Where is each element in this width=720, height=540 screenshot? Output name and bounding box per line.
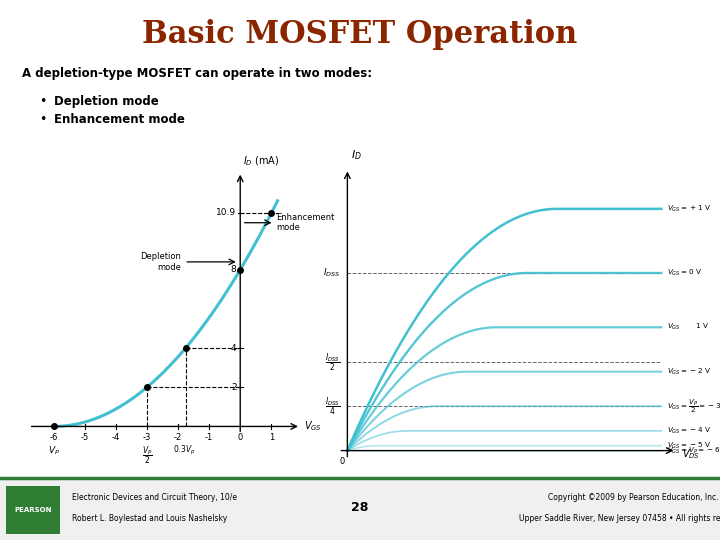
Text: A depletion-type MOSFET can operate in two modes:: A depletion-type MOSFET can operate in t… xyxy=(22,68,372,80)
Text: $V_{GS} = -5\ \rm{V}$: $V_{GS} = -5\ \rm{V}$ xyxy=(667,441,711,451)
Text: Upper Saddle River, New Jersey 07458 • All rights reserved.: Upper Saddle River, New Jersey 07458 • A… xyxy=(518,514,720,523)
Text: 4: 4 xyxy=(231,343,236,353)
Text: $\dfrac{V_P}{2}$: $\dfrac{V_P}{2}$ xyxy=(142,444,153,466)
Text: -1: -1 xyxy=(205,433,213,442)
Text: $I_D$ (mA): $I_D$ (mA) xyxy=(243,154,279,168)
Text: •: • xyxy=(40,113,47,126)
Text: Enhancement mode: Enhancement mode xyxy=(54,113,185,126)
Text: Basic MOSFET Operation: Basic MOSFET Operation xyxy=(143,19,577,50)
Text: 10.9: 10.9 xyxy=(217,208,236,218)
Text: $V_{GS} = V_P = -6\ \rm{V}$: $V_{GS} = V_P = -6\ \rm{V}$ xyxy=(667,446,720,456)
Text: $\dfrac{I_{DSS}}{2}$: $\dfrac{I_{DSS}}{2}$ xyxy=(325,351,340,373)
Text: $V_{GS} = -4\ \rm{V}$: $V_{GS} = -4\ \rm{V}$ xyxy=(667,426,711,436)
Text: Depletion mode: Depletion mode xyxy=(54,94,158,107)
Text: $V_{DS}$: $V_{DS}$ xyxy=(683,447,701,461)
Text: $0.3V_p$: $0.3V_p$ xyxy=(173,444,196,457)
Text: -4: -4 xyxy=(112,433,120,442)
Text: -5: -5 xyxy=(81,433,89,442)
Text: Robert L. Boylestad and Louis Nashelsky: Robert L. Boylestad and Louis Nashelsky xyxy=(72,514,228,523)
Text: $V_{GS} = 0\ \rm{V}$: $V_{GS} = 0\ \rm{V}$ xyxy=(667,268,703,278)
Text: 0: 0 xyxy=(238,433,243,442)
Text: 0: 0 xyxy=(339,457,344,466)
Text: -6: -6 xyxy=(50,433,58,442)
Text: 2: 2 xyxy=(231,383,236,391)
Text: $V_{GS} = -2\ \rm{V}$: $V_{GS} = -2\ \rm{V}$ xyxy=(667,367,711,377)
Text: $V_{GS} = \dfrac{V_P}{2} = -3\ \rm{V}$: $V_{GS} = \dfrac{V_P}{2} = -3\ \rm{V}$ xyxy=(667,397,720,415)
Text: $I_D$: $I_D$ xyxy=(351,148,361,162)
Text: 1: 1 xyxy=(269,433,274,442)
Text: $V_{GS} = +1\ \rm{V}$: $V_{GS} = +1\ \rm{V}$ xyxy=(667,204,711,214)
Text: -3: -3 xyxy=(143,433,151,442)
Text: $V_{GS}$       $1\ \rm{V}$: $V_{GS}$ $1\ \rm{V}$ xyxy=(667,322,710,332)
Text: $\dfrac{I_{DSS}}{4}$: $\dfrac{I_{DSS}}{4}$ xyxy=(325,395,340,417)
Text: Enhancement
mode: Enhancement mode xyxy=(276,213,334,232)
Text: Depletion
mode: Depletion mode xyxy=(140,252,181,272)
Text: -2: -2 xyxy=(174,433,182,442)
Text: $V_{GS}$: $V_{GS}$ xyxy=(304,420,322,433)
Text: Copyright ©2009 by Pearson Education, Inc.: Copyright ©2009 by Pearson Education, In… xyxy=(549,494,719,502)
Text: $V_P$: $V_P$ xyxy=(48,444,60,457)
Text: Electronic Devices and Circuit Theory, 10/e: Electronic Devices and Circuit Theory, 1… xyxy=(72,494,237,502)
Text: 28: 28 xyxy=(351,501,369,514)
Text: •: • xyxy=(40,94,47,107)
Text: 8: 8 xyxy=(230,265,236,274)
Text: PEARSON: PEARSON xyxy=(14,507,52,513)
Text: $I_{DSS}$: $I_{DSS}$ xyxy=(323,267,340,279)
